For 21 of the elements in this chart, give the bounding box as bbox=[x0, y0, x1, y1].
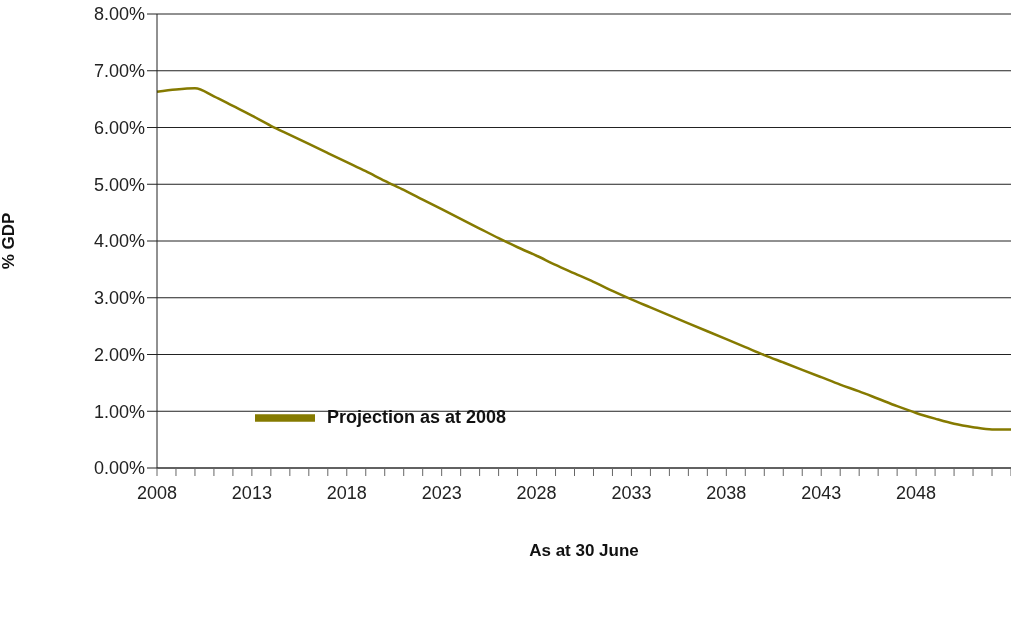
x-tick-label: 2033 bbox=[611, 482, 652, 503]
legend-label: Projection as at 2008 bbox=[327, 406, 507, 427]
x-tick-label: 2048 bbox=[896, 482, 937, 503]
y-tick-label: 0.00% bbox=[93, 458, 145, 479]
y-axis-title: % GDP bbox=[0, 212, 19, 270]
x-tick-label: 2028 bbox=[516, 482, 557, 503]
x-tick-label: 2018 bbox=[326, 482, 367, 503]
x-tick-label: 2013 bbox=[231, 482, 272, 503]
y-tick-label: 8.00% bbox=[93, 4, 145, 25]
y-tick-label: 6.00% bbox=[93, 117, 145, 138]
y-tick-label: 3.00% bbox=[93, 288, 145, 309]
x-tick-label: 2023 bbox=[421, 482, 462, 503]
y-tick-label: 7.00% bbox=[93, 61, 145, 82]
x-tick-label: 2043 bbox=[801, 482, 842, 503]
x-tick-label: 2008 bbox=[136, 482, 178, 503]
y-tick-label: 2.00% bbox=[93, 344, 145, 365]
y-tick-label: 5.00% bbox=[93, 174, 145, 195]
x-axis-title: As at 30 June bbox=[529, 541, 639, 560]
y-tick-label: 1.00% bbox=[93, 401, 145, 422]
y-tick-label: 4.00% bbox=[93, 231, 145, 252]
x-tick-label: 2038 bbox=[706, 482, 747, 503]
